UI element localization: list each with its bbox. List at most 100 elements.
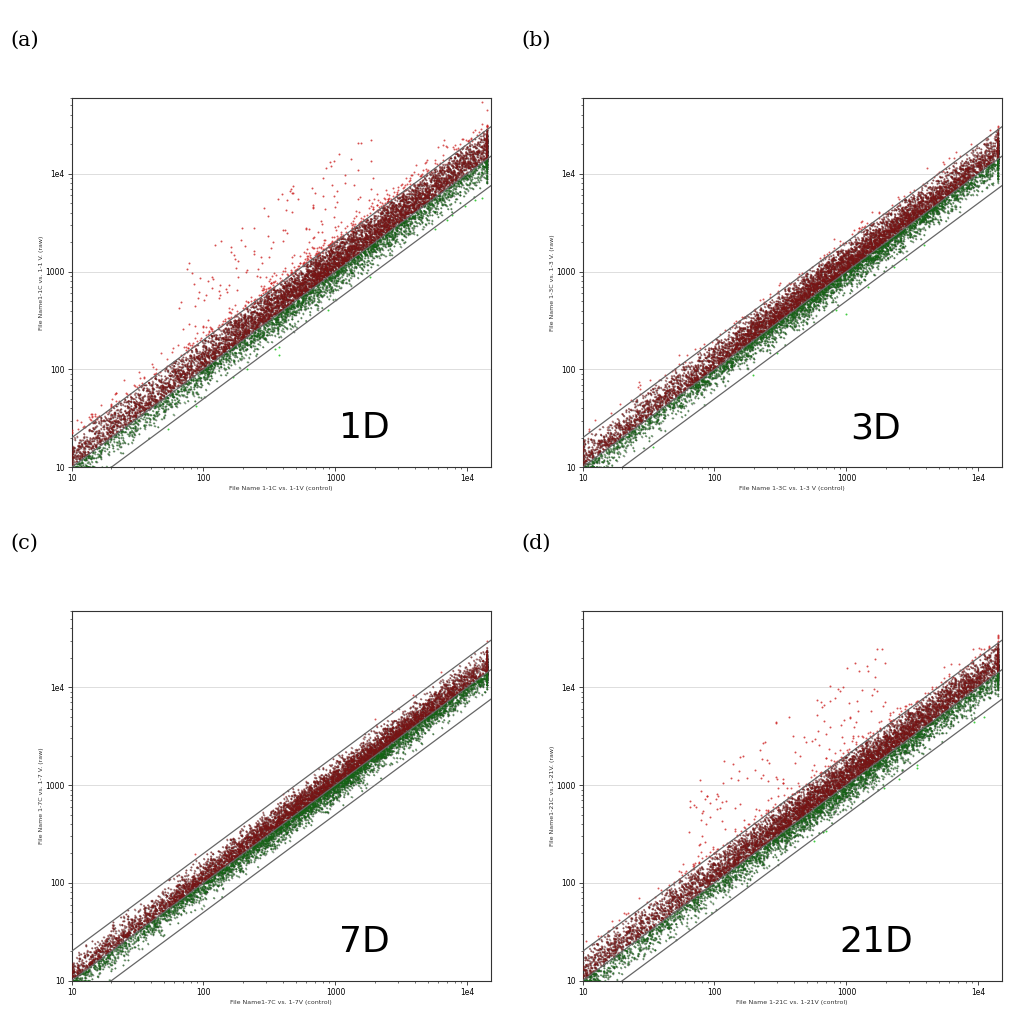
Point: [361, 750, 377, 766]
Point: [659, 380, 676, 396]
Point: [868, 235, 884, 252]
Point: [852, 761, 869, 777]
Point: [910, 201, 926, 218]
Point: [245, 318, 262, 335]
Point: [929, 719, 945, 735]
Point: [856, 756, 873, 772]
Point: [243, 328, 260, 344]
Point: [166, 379, 182, 395]
Point: [812, 276, 829, 293]
Point: [633, 407, 649, 423]
Point: [591, 973, 607, 989]
Point: [247, 838, 264, 854]
Point: [305, 792, 321, 808]
Point: [417, 170, 433, 187]
Point: [837, 771, 853, 788]
Point: [816, 796, 832, 812]
Point: [266, 297, 282, 313]
Point: [379, 198, 396, 215]
Point: [414, 210, 430, 226]
Point: [904, 191, 921, 207]
Point: [838, 761, 854, 777]
Point: [128, 392, 144, 409]
Point: [932, 712, 948, 728]
Point: [429, 708, 446, 724]
Point: [776, 291, 792, 307]
Point: [943, 706, 960, 722]
Point: [477, 659, 494, 676]
Point: [108, 942, 125, 958]
Point: [650, 393, 666, 410]
Point: [373, 208, 389, 225]
Point: [328, 784, 344, 800]
Point: [472, 673, 489, 689]
Point: [929, 711, 945, 727]
Point: [873, 234, 889, 251]
Point: [152, 373, 169, 389]
Point: [988, 659, 1005, 676]
Point: [889, 227, 905, 243]
Point: [734, 844, 750, 861]
Point: [422, 166, 438, 183]
Point: [223, 858, 239, 874]
Point: [682, 377, 698, 393]
Point: [821, 267, 837, 283]
Point: [748, 330, 764, 346]
Point: [728, 327, 744, 343]
Point: [750, 311, 766, 328]
Point: [794, 287, 810, 303]
Point: [388, 222, 405, 238]
Point: [741, 332, 757, 348]
Point: [446, 685, 462, 701]
Point: [169, 909, 185, 925]
Point: [926, 703, 942, 720]
Point: [824, 288, 840, 304]
Point: [479, 118, 496, 135]
Point: [158, 360, 175, 377]
Point: [433, 178, 450, 194]
Point: [800, 807, 817, 824]
Point: [811, 275, 828, 292]
Point: [223, 853, 239, 870]
Point: [798, 277, 815, 294]
Point: [811, 292, 828, 308]
Point: [846, 250, 863, 266]
Point: [139, 392, 155, 409]
Point: [432, 690, 449, 707]
Point: [789, 293, 805, 309]
Point: [398, 720, 414, 736]
Point: [201, 365, 218, 381]
Point: [606, 923, 622, 940]
Point: [66, 968, 83, 985]
Point: [892, 216, 909, 232]
Point: [320, 268, 336, 284]
Point: [870, 757, 886, 773]
Point: [104, 947, 121, 963]
Point: [698, 358, 714, 375]
Point: [759, 837, 776, 853]
Point: [402, 190, 418, 206]
Point: [873, 749, 889, 765]
Point: [349, 768, 365, 785]
Point: [258, 833, 274, 849]
Point: [400, 721, 416, 737]
Point: [388, 733, 405, 750]
Point: [825, 269, 841, 286]
Point: [442, 178, 458, 194]
Point: [865, 754, 881, 770]
Point: [444, 170, 460, 187]
Point: [230, 337, 246, 353]
Point: [915, 185, 931, 201]
Point: [751, 314, 768, 331]
Point: [266, 290, 282, 306]
Point: [157, 906, 174, 922]
Point: [827, 772, 843, 789]
Point: [784, 289, 800, 305]
Point: [963, 688, 979, 705]
Point: [871, 240, 887, 257]
Point: [393, 231, 410, 248]
Point: [772, 306, 788, 322]
Point: [396, 219, 412, 235]
Point: [858, 243, 875, 260]
Point: [887, 740, 903, 757]
